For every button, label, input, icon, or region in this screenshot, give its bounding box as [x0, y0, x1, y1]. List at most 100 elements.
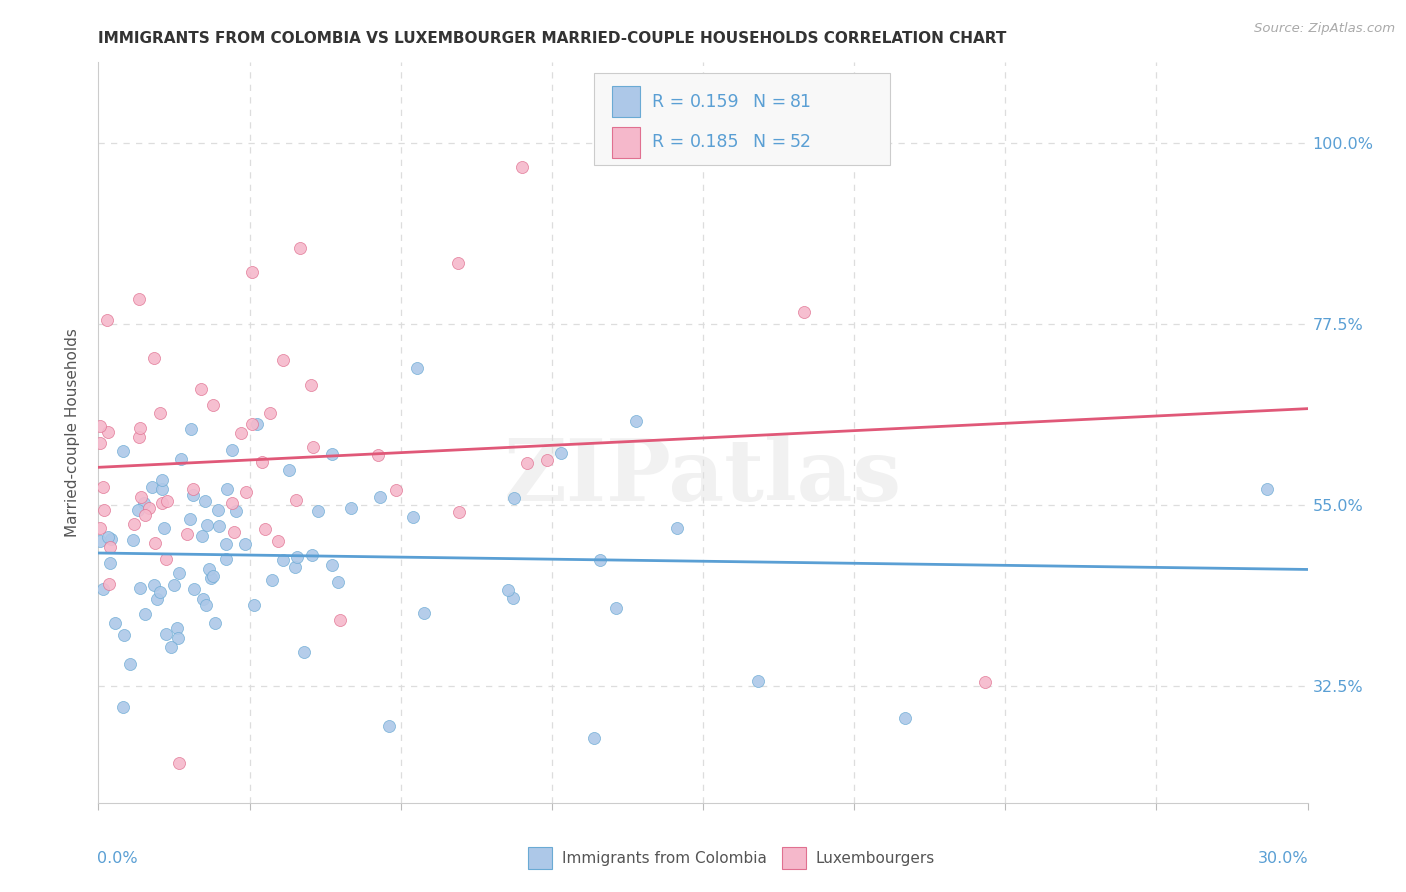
- Point: [183, 582, 205, 596]
- Point: [91, 582, 114, 596]
- Point: [377, 719, 399, 733]
- Point: [242, 598, 264, 612]
- Text: ZIPatlas: ZIPatlas: [503, 435, 903, 519]
- Point: [191, 591, 214, 606]
- Point: [128, 430, 150, 444]
- Point: [180, 422, 202, 436]
- Point: [166, 621, 188, 635]
- Point: [111, 444, 134, 458]
- Point: [200, 571, 222, 585]
- Point: [176, 527, 198, 541]
- Point: [96, 313, 118, 327]
- Point: [142, 351, 165, 365]
- Text: Immigrants from Colombia: Immigrants from Colombia: [561, 851, 766, 866]
- Point: [191, 529, 214, 543]
- Point: [367, 448, 389, 462]
- Point: [128, 292, 150, 306]
- Point: [215, 552, 238, 566]
- Point: [583, 731, 606, 746]
- Text: Source: ZipAtlas.com: Source: ZipAtlas.com: [1254, 22, 1395, 36]
- Point: [150, 496, 173, 510]
- Text: R =: R =: [652, 93, 690, 111]
- Point: [259, 407, 281, 421]
- Point: [89, 419, 111, 434]
- Point: [516, 456, 538, 470]
- Point: [402, 509, 425, 524]
- Point: [222, 524, 245, 539]
- Point: [747, 674, 769, 689]
- Point: [149, 406, 172, 420]
- Point: [149, 585, 172, 599]
- Point: [624, 414, 647, 428]
- FancyBboxPatch shape: [527, 847, 551, 870]
- Text: Luxembourgers: Luxembourgers: [815, 851, 935, 866]
- Point: [449, 505, 471, 519]
- Point: [307, 503, 329, 517]
- Point: [231, 426, 253, 441]
- Point: [215, 482, 238, 496]
- Point: [271, 353, 294, 368]
- Point: [104, 615, 127, 630]
- Point: [368, 490, 391, 504]
- Point: [405, 361, 427, 376]
- Text: 0.159: 0.159: [690, 93, 740, 111]
- Point: [502, 491, 524, 506]
- Point: [221, 496, 243, 510]
- Point: [98, 540, 121, 554]
- Text: R =: R =: [652, 134, 690, 152]
- Point: [240, 417, 263, 431]
- Point: [118, 657, 141, 671]
- Point: [141, 479, 163, 493]
- Point: [129, 490, 152, 504]
- Point: [207, 502, 229, 516]
- Point: [89, 520, 111, 534]
- Point: [215, 536, 238, 550]
- Point: [285, 492, 308, 507]
- Point: [150, 482, 173, 496]
- Point: [155, 552, 177, 566]
- Point: [190, 383, 212, 397]
- Point: [273, 553, 295, 567]
- Point: [89, 435, 111, 450]
- Point: [284, 559, 307, 574]
- Point: [134, 508, 156, 522]
- Point: [134, 607, 156, 622]
- Text: 81: 81: [790, 93, 813, 111]
- Point: [221, 442, 243, 457]
- Point: [302, 440, 325, 454]
- Point: [502, 591, 524, 605]
- Point: [1256, 482, 1278, 496]
- Point: [97, 425, 120, 439]
- Point: [162, 578, 184, 592]
- Point: [93, 502, 115, 516]
- Point: [143, 578, 166, 592]
- Point: [112, 700, 135, 714]
- Point: [98, 556, 121, 570]
- Point: [121, 533, 143, 548]
- Point: [181, 488, 204, 502]
- Point: [194, 598, 217, 612]
- Point: [132, 496, 155, 510]
- Text: 0.0%: 0.0%: [97, 851, 138, 866]
- Point: [97, 577, 120, 591]
- Point: [321, 558, 343, 573]
- Point: [974, 675, 997, 690]
- Point: [146, 592, 169, 607]
- Point: [496, 582, 519, 597]
- Point: [122, 516, 145, 531]
- Point: [413, 606, 436, 620]
- Point: [292, 645, 315, 659]
- Point: [285, 550, 308, 565]
- Point: [666, 521, 689, 535]
- Point: [262, 574, 284, 588]
- Point: [112, 628, 135, 642]
- Point: [605, 601, 627, 615]
- Point: [152, 521, 174, 535]
- Point: [235, 484, 257, 499]
- Point: [447, 255, 470, 269]
- Point: [156, 494, 179, 508]
- Point: [321, 447, 343, 461]
- Text: 30.0%: 30.0%: [1258, 851, 1309, 866]
- Point: [179, 512, 201, 526]
- Text: 52: 52: [790, 134, 813, 152]
